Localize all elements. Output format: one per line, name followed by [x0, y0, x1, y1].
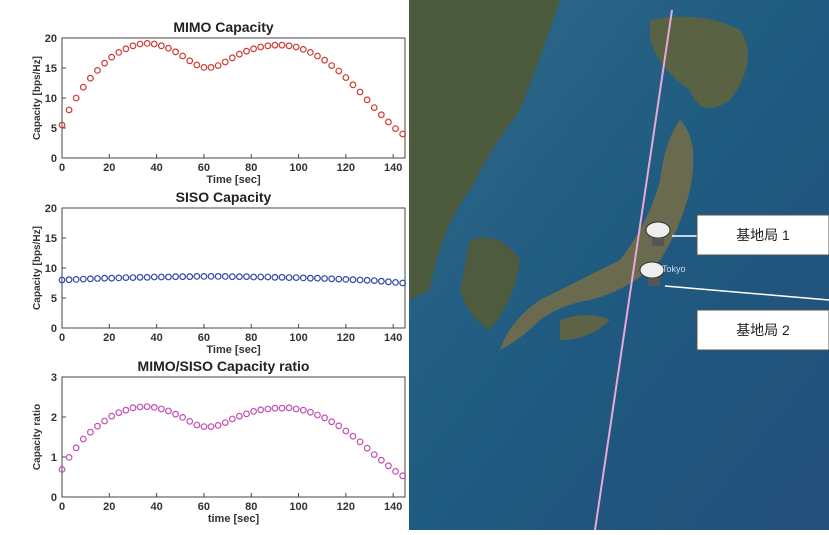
chart-title: MIMO/SISO Capacity ratio — [138, 358, 310, 374]
x-tick-label: 140 — [384, 501, 402, 513]
plot-area — [62, 38, 405, 158]
y-tick-label: 15 — [45, 233, 57, 245]
x-tick-label: 80 — [245, 162, 257, 174]
y-tick-label: 0 — [51, 153, 57, 165]
chart-title: SISO Capacity — [176, 189, 272, 205]
x-tick-label: 120 — [337, 501, 355, 513]
x-tick-label: 20 — [103, 501, 115, 513]
x-tick-label: 40 — [150, 501, 162, 513]
y-axis-label: Capacity [bps/Hz] — [32, 56, 43, 140]
x-tick-label: 40 — [150, 332, 162, 344]
x-tick-label: 140 — [384, 332, 402, 344]
y-tick-label: 1 — [51, 452, 57, 464]
x-tick-label: 40 — [150, 162, 162, 174]
y-tick-label: 0 — [51, 323, 57, 335]
x-tick-label: 100 — [289, 501, 307, 513]
y-tick-label: 20 — [45, 33, 57, 45]
x-tick-label: 60 — [198, 332, 210, 344]
y-tick-label: 5 — [51, 293, 57, 305]
map: Tokyo 基地局 1 基地局 2 — [409, 0, 829, 530]
plot-area — [62, 208, 405, 328]
x-tick-label: 0 — [59, 162, 65, 174]
x-tick-label: 80 — [245, 332, 257, 344]
y-tick-label: 15 — [45, 63, 57, 75]
x-tick-label: 120 — [337, 162, 355, 174]
y-axis-label: Capacity [bps/Hz] — [32, 226, 43, 310]
x-axis-label: Time [sec] — [206, 344, 261, 356]
x-tick-label: 0 — [59, 332, 65, 344]
y-tick-label: 20 — [45, 203, 57, 215]
y-tick-label: 10 — [45, 93, 57, 105]
x-tick-label: 100 — [289, 162, 307, 174]
page: Tokyo 基地局 1 基地局 2 MIMO Capacity Time [sec… — [0, 0, 829, 530]
x-tick-label: 80 — [245, 501, 257, 513]
x-tick-label: 20 — [103, 162, 115, 174]
x-tick-label: 20 — [103, 332, 115, 344]
station-label: 基地局 1 — [736, 227, 790, 243]
y-tick-label: 10 — [45, 263, 57, 275]
x-axis-label: time [sec] — [208, 513, 260, 525]
y-tick-label: 0 — [51, 492, 57, 504]
y-axis-label: Capacity ratio — [32, 404, 43, 470]
x-axis-label: Time [sec] — [206, 174, 261, 186]
x-tick-label: 60 — [198, 162, 210, 174]
x-tick-label: 60 — [198, 501, 210, 513]
x-tick-label: 120 — [337, 332, 355, 344]
x-tick-label: 140 — [384, 162, 402, 174]
chart-title: MIMO Capacity — [173, 19, 274, 35]
y-tick-label: 5 — [51, 123, 57, 135]
y-tick-label: 3 — [51, 372, 57, 384]
plot-area — [62, 377, 405, 497]
city-label: Tokyo — [662, 264, 686, 274]
x-tick-label: 0 — [59, 501, 65, 513]
y-tick-label: 2 — [51, 412, 57, 424]
station-label: 基地局 2 — [736, 322, 790, 338]
x-tick-label: 100 — [289, 332, 307, 344]
